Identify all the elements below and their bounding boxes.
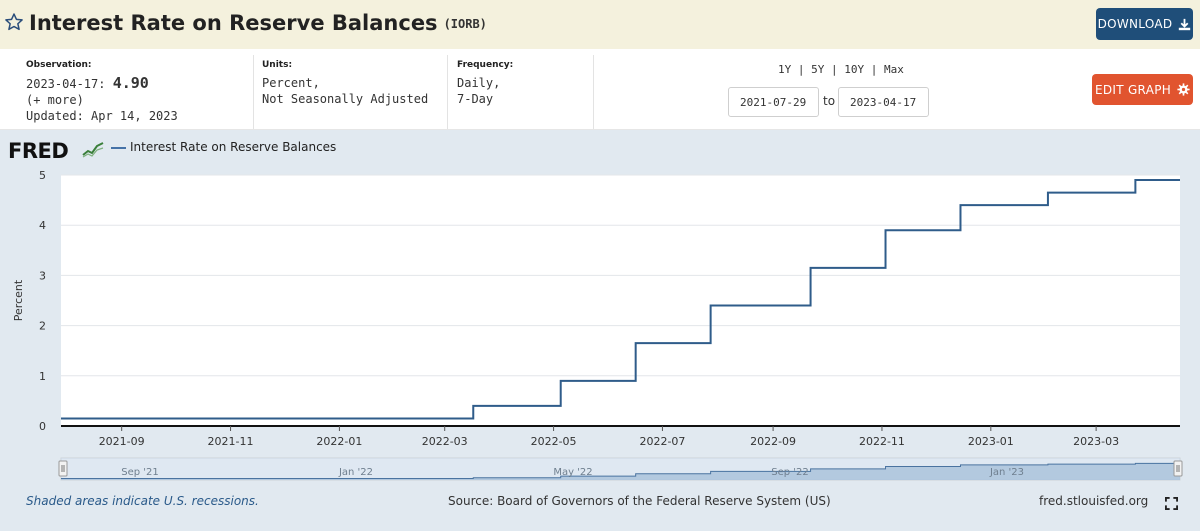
fred-logo-chart-icon (82, 140, 104, 158)
site-text: fred.stlouisfed.org (1039, 494, 1149, 508)
range-separator: | (870, 63, 878, 76)
navigator-label: Jan '23 (989, 467, 1024, 478)
info-strip: Observation: 2023-04-17: 4.90 (+ more) U… (0, 49, 1200, 130)
frequency-block: Frequency: Daily, 7-Day (457, 57, 513, 107)
navigator-label: Sep '22 (771, 467, 809, 478)
x-tick-label: 2022-11 (859, 435, 905, 448)
observation-block: Observation: 2023-04-17: 4.90 (+ more) U… (26, 57, 178, 124)
range-5y-link[interactable]: 5Y (811, 63, 825, 76)
download-label: DOWNLOAD (1097, 17, 1173, 31)
y-tick-label: 5 (39, 169, 46, 182)
series-title: Interest Rate on Reserve Balances (29, 11, 438, 35)
to-label: to (823, 94, 836, 108)
x-tick-label: 2021-11 (208, 435, 254, 448)
divider (593, 55, 594, 129)
x-tick-label: 2022-07 (639, 435, 685, 448)
recession-note: Shaded areas indicate U.S. recessions. (26, 494, 259, 508)
navigator-line (61, 462, 1180, 480)
units-line1: Percent, (262, 76, 320, 90)
series-line (61, 179, 1180, 420)
divider (447, 55, 448, 129)
y-tick-label: 2 (39, 320, 46, 333)
units-line2: Not Seasonally Adjusted (262, 92, 429, 106)
range-separator: | (797, 63, 805, 76)
units-label: Units: (262, 60, 293, 70)
range-max-link[interactable]: Max (884, 63, 904, 76)
series-id: (IORB) (443, 17, 487, 31)
navigator-label: Sep '21 (121, 467, 159, 478)
frequency-label: Frequency: (457, 60, 514, 70)
end-date-input[interactable]: 2023-04-17 (838, 87, 929, 117)
units-block: Units: Percent, Not Seasonally Adjusted (262, 57, 428, 107)
frequency-line2: 7-Day (457, 92, 494, 106)
x-tick-label: 2021-09 (99, 435, 145, 448)
range-10y-link[interactable]: 10Y (844, 63, 865, 76)
observation-label: Observation: (26, 60, 92, 70)
download-icon (1179, 18, 1191, 30)
legend-swatch (111, 147, 126, 149)
fred-logo: FRED (8, 139, 69, 163)
divider (253, 55, 254, 129)
page-header: Interest Rate on Reserve Balances (IORB) … (0, 0, 1200, 49)
edit-graph-label: EDIT GRAPH (1094, 82, 1172, 97)
fullscreen-icon[interactable] (1165, 497, 1178, 510)
page-title: Interest Rate on Reserve Balances (IORB) (29, 11, 487, 35)
frequency-line1: Daily, (457, 76, 501, 90)
x-tick-label: 2022-05 (531, 435, 577, 448)
updated-text: Updated: Apr 14, 2023 (26, 109, 178, 123)
x-tick-label: 2023-01 (968, 435, 1014, 448)
range-links: 1Y | 5Y | 10Y | Max (778, 63, 904, 76)
navigator-area (61, 463, 1180, 480)
x-tick-label: 2022-01 (316, 435, 362, 448)
gear-icon (1177, 83, 1190, 96)
navigator-label: Jan '22 (338, 467, 373, 478)
y-axis-title: Percent (12, 279, 25, 321)
star-outline-icon[interactable] (4, 12, 24, 32)
y-tick-label: 3 (39, 269, 46, 282)
plot-area (61, 175, 1180, 426)
range-separator: | (831, 63, 838, 76)
source-text: Source: Board of Governors of the Federa… (448, 494, 831, 508)
graph-panel: 0 1 2 3 4 5 Percent 2021-09 2021-11 2022-01 2022-0… (0, 130, 1200, 531)
y-tick-label: 0 (39, 420, 46, 433)
more-link[interactable]: (+ more) (26, 93, 84, 107)
navigator-label: May '22 (553, 467, 592, 478)
download-button[interactable]: DOWNLOAD (1096, 8, 1193, 40)
x-tick-label: 2022-03 (422, 435, 468, 448)
start-date-input[interactable]: 2021-07-29 (728, 87, 819, 117)
observation-date: 2023-04-17: (26, 77, 106, 91)
chart-svg: 0 1 2 3 4 5 Percent 2021-09 2021-11 2022-01 2022-0… (12, 169, 1183, 481)
navigator-left-handle[interactable] (58, 460, 68, 477)
edit-graph-button[interactable]: EDIT GRAPH (1092, 74, 1193, 105)
range-1y-link[interactable]: 1Y (778, 63, 792, 76)
y-tick-label: 1 (39, 370, 46, 383)
x-tick-label: 2022-09 (750, 435, 796, 448)
x-tick-label: 2023-03 (1073, 435, 1119, 448)
y-tick-label: 4 (39, 219, 46, 232)
navigator-right-handle[interactable] (1173, 460, 1183, 477)
observation-value: 4.90 (112, 74, 149, 92)
legend-series-label: Interest Rate on Reserve Balances (130, 140, 337, 154)
